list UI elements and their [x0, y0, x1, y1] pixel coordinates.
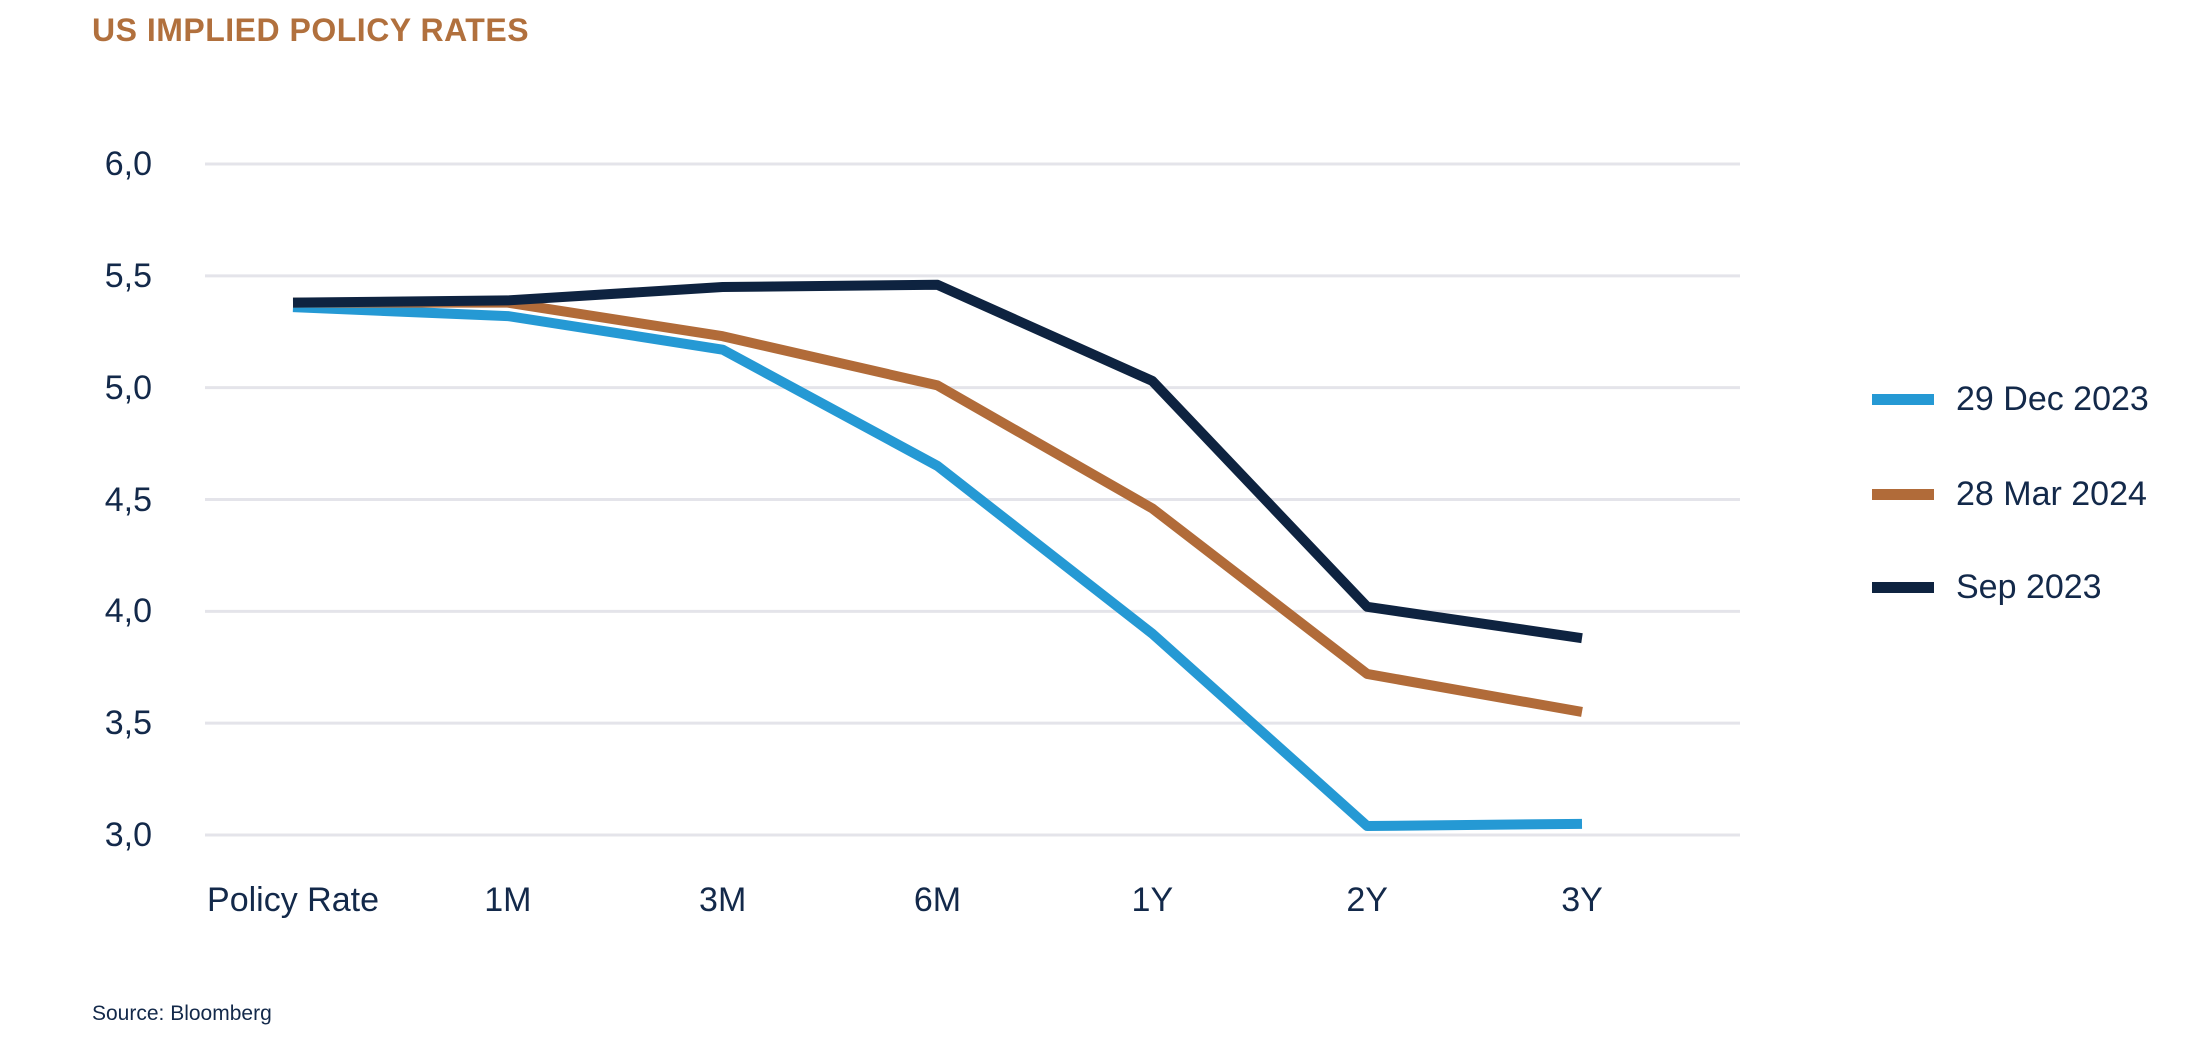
legend-item: 28 Mar 2024 [1872, 470, 2147, 518]
x-axis-tick-label: Policy Rate [207, 881, 379, 919]
x-axis-tick-label: 1M [484, 881, 532, 919]
x-axis-tick-label: 3M [699, 881, 747, 919]
y-axis-tick-label: 3,5 [104, 704, 152, 743]
y-axis-tick-label: 5,5 [104, 256, 152, 295]
y-axis-tick-label: 4,5 [104, 480, 152, 519]
series-line-29-dec-2023 [292, 302, 1583, 832]
legend-label: 29 Dec 2023 [1956, 379, 2149, 418]
x-axis-tick-label: 3Y [1561, 881, 1603, 919]
legend-item: 29 Dec 2023 [1872, 375, 2149, 423]
y-axis-tick-label: 3,0 [104, 816, 152, 854]
x-axis-tick-label: 2Y [1346, 881, 1388, 919]
legend-label: Sep 2023 [1956, 567, 2102, 606]
legend-swatch-sep-2023 [1872, 581, 1934, 593]
legend-label: 28 Mar 2024 [1956, 474, 2147, 513]
x-axis-tick-label: 6M [913, 881, 962, 919]
y-axis-tick-label: 6,0 [104, 145, 152, 183]
y-axis-tick-label: 4,0 [104, 592, 152, 631]
legend-item: Sep 2023 [1872, 563, 2102, 611]
series-line-28-mar-2024 [293, 297, 1583, 717]
source-attribution: Source: Bloomberg [92, 1002, 272, 1025]
legend-swatch-29-dec-2023 [1872, 393, 1934, 405]
x-axis-tick-label: 1Y [1131, 881, 1174, 919]
chart-title: US IMPLIED POLICY RATES [92, 12, 530, 48]
series-line-sep-2023 [292, 279, 1583, 644]
legend-swatch-28-mar-2024 [1872, 488, 1934, 500]
y-axis-tick-label: 5,0 [104, 368, 152, 407]
